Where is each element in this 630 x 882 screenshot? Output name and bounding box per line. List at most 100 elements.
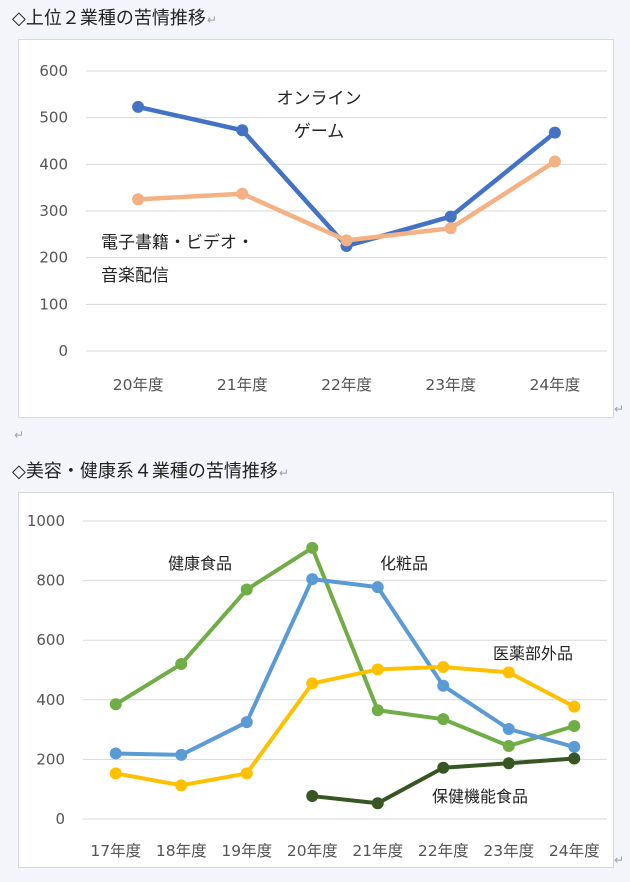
data-point — [502, 739, 515, 752]
y-tick-label: 1000 — [27, 512, 65, 530]
chart1-heading: ◇上位２業種の苦情推移↵ — [12, 8, 217, 31]
data-point — [175, 748, 188, 761]
data-point — [548, 126, 561, 139]
data-point — [306, 677, 319, 690]
series-line — [113, 545, 577, 748]
data-point — [444, 210, 457, 223]
data-point — [371, 704, 384, 717]
data-point — [437, 679, 450, 692]
paragraph-mark: ↵ — [206, 13, 217, 27]
x-tick-label: 20年度 — [287, 842, 338, 860]
series-label: 医薬部外品 — [493, 644, 573, 663]
paragraph-mark: ↵ — [614, 853, 625, 867]
series-label: 電子書籍・ビデオ・音楽配信 — [101, 232, 254, 286]
x-tick-label: 19年度 — [221, 842, 272, 860]
data-point — [236, 187, 249, 200]
data-point — [109, 747, 122, 760]
x-tick-label: 23年度 — [425, 376, 476, 394]
y-tick-label: 400 — [39, 155, 68, 173]
x-tick-label: 22年度 — [418, 842, 469, 860]
data-point — [240, 767, 253, 780]
data-point — [502, 723, 515, 736]
series-label-line: 化粧品 — [380, 554, 428, 573]
data-point — [371, 797, 384, 810]
data-point — [175, 779, 188, 792]
x-tick-label: 22年度 — [321, 376, 372, 394]
chart2-svg: 0 200 400 600 800 1000 17年度 18年度 19年度 20年度 21年度 22年… — [27, 512, 607, 860]
y-tick-label: 0 — [58, 342, 68, 360]
data-point — [568, 720, 581, 733]
data-point — [371, 581, 384, 594]
data-point — [568, 700, 581, 713]
series-2 — [132, 155, 561, 247]
series-line — [113, 577, 577, 757]
data-point — [306, 790, 319, 803]
y-tick-label: 800 — [36, 572, 65, 590]
series-label-line: 電子書籍・ビデオ・ — [101, 232, 254, 253]
paragraph-mark: ↵ — [278, 466, 289, 480]
data-point — [502, 757, 515, 770]
data-point — [444, 222, 457, 235]
data-point — [109, 698, 122, 711]
y-tick-label: 0 — [55, 810, 65, 828]
chart2-panel: 0 200 400 600 800 1000 17年度 18年度 19年度 20年度 21年度 22年… — [18, 492, 614, 868]
data-point — [132, 100, 145, 113]
data-point — [109, 767, 122, 780]
series-line — [135, 159, 558, 243]
paragraph-mark: ↵ — [14, 428, 25, 442]
y-tick-label: 400 — [36, 691, 65, 709]
data-point — [236, 124, 249, 137]
data-point — [306, 573, 319, 586]
series-3 — [109, 661, 581, 792]
y-tick-label: 200 — [39, 249, 68, 267]
data-point — [437, 661, 450, 674]
series-4 — [306, 752, 581, 810]
y-tick-label: 300 — [39, 202, 68, 220]
data-point — [240, 716, 253, 729]
series-label-line: 健康食品 — [168, 554, 232, 573]
data-point — [568, 752, 581, 765]
series-label: 健康食品 — [168, 554, 232, 573]
chart1-heading-text: ◇上位２業種の苦情推移 — [12, 8, 206, 29]
y-tick-label: 600 — [39, 62, 68, 80]
data-point — [437, 713, 450, 726]
x-tick-label: 17年度 — [90, 842, 141, 860]
series-label-line: オンライン — [277, 89, 362, 109]
series-1 — [132, 100, 561, 252]
chart1-panel: 0 100 200 300 400 500 600 20年度 21年度 22年度 23年度 24年度 オ… — [18, 39, 614, 418]
x-tick-label: 23年度 — [483, 842, 534, 860]
series-1 — [109, 541, 581, 752]
data-point — [437, 761, 450, 774]
data-point — [548, 155, 561, 168]
x-tick-label: 20年度 — [113, 376, 164, 394]
series-label-line: 保健機能食品 — [432, 787, 528, 806]
chart2-heading-text: ◇美容・健康系４業種の苦情推移 — [12, 461, 278, 482]
x-tick-label: 18年度 — [156, 842, 207, 860]
chart1-svg: 0 100 200 300 400 500 600 20年度 21年度 22年度 23年度 24年度 オ… — [39, 62, 607, 394]
paragraph-mark: ↵ — [614, 402, 625, 416]
y-tick-label: 200 — [36, 750, 65, 768]
data-point — [240, 583, 253, 596]
data-point — [175, 658, 188, 671]
series-label-line: 音楽配信 — [101, 266, 169, 286]
y-tick-label: 100 — [39, 295, 68, 313]
series-label: オンラインゲーム — [277, 89, 362, 142]
series-label-line: ゲーム — [294, 122, 345, 142]
x-tick-label: 24年度 — [530, 376, 581, 394]
y-tick-label: 500 — [39, 109, 68, 127]
x-tick-label: 21年度 — [217, 376, 268, 394]
y-tick-label: 600 — [36, 631, 65, 649]
chart2-heading: ◇美容・健康系４業種の苦情推移↵ — [12, 461, 289, 484]
x-tick-label: 21年度 — [352, 842, 403, 860]
series-label-line: 医薬部外品 — [493, 644, 573, 663]
series-2 — [109, 573, 581, 761]
series-label: 化粧品 — [380, 554, 428, 573]
data-point — [371, 663, 384, 676]
series-label: 保健機能食品 — [432, 787, 528, 806]
data-point — [568, 740, 581, 753]
data-point — [306, 541, 319, 554]
data-point — [340, 234, 353, 247]
series-line — [135, 104, 558, 249]
series-line — [113, 665, 577, 788]
data-point — [502, 666, 515, 679]
